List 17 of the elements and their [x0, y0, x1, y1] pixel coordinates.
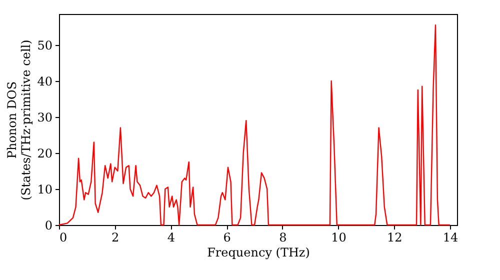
- x-tick-label: 12: [387, 230, 402, 244]
- y-tick-label: 20: [37, 146, 52, 160]
- line-series: [58, 24, 451, 226]
- x-tick-label: 2: [112, 230, 120, 244]
- x-tick-label: 8: [279, 230, 287, 244]
- y-tick-label: 40: [37, 74, 52, 88]
- x-tick-label: 4: [167, 230, 176, 244]
- y-tick-label: 10: [37, 182, 52, 196]
- x-tick-label: 0: [60, 230, 68, 244]
- y-tick-label: 50: [37, 38, 52, 52]
- x-axis-title: Frequency (THz): [207, 246, 310, 260]
- x-tick-label: 10: [331, 230, 346, 244]
- y-axis-title: Phonon DOS (States/THz·primitive cell): [5, 40, 34, 200]
- x-tick-label: 6: [223, 230, 231, 244]
- x-tick-label: 14: [442, 230, 459, 244]
- y-tick-label: 0: [44, 218, 52, 232]
- y-tick-label: 30: [37, 110, 52, 124]
